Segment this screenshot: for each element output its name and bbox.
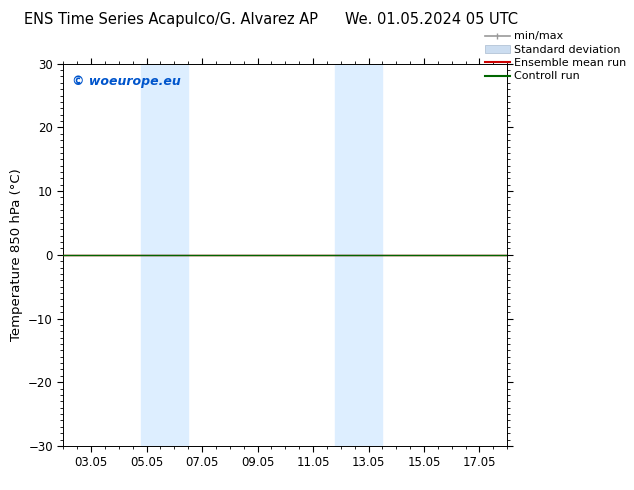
Text: We. 01.05.2024 05 UTC: We. 01.05.2024 05 UTC — [345, 12, 517, 27]
Y-axis label: Temperature 850 hPa (°C): Temperature 850 hPa (°C) — [10, 169, 23, 341]
Legend: min/max, Standard deviation, Ensemble mean run, Controll run: min/max, Standard deviation, Ensemble me… — [481, 27, 631, 86]
Bar — [335, 64, 382, 446]
Bar — [141, 64, 188, 446]
Text: ENS Time Series Acapulco/G. Alvarez AP: ENS Time Series Acapulco/G. Alvarez AP — [24, 12, 318, 27]
Text: © woeurope.eu: © woeurope.eu — [72, 75, 181, 88]
